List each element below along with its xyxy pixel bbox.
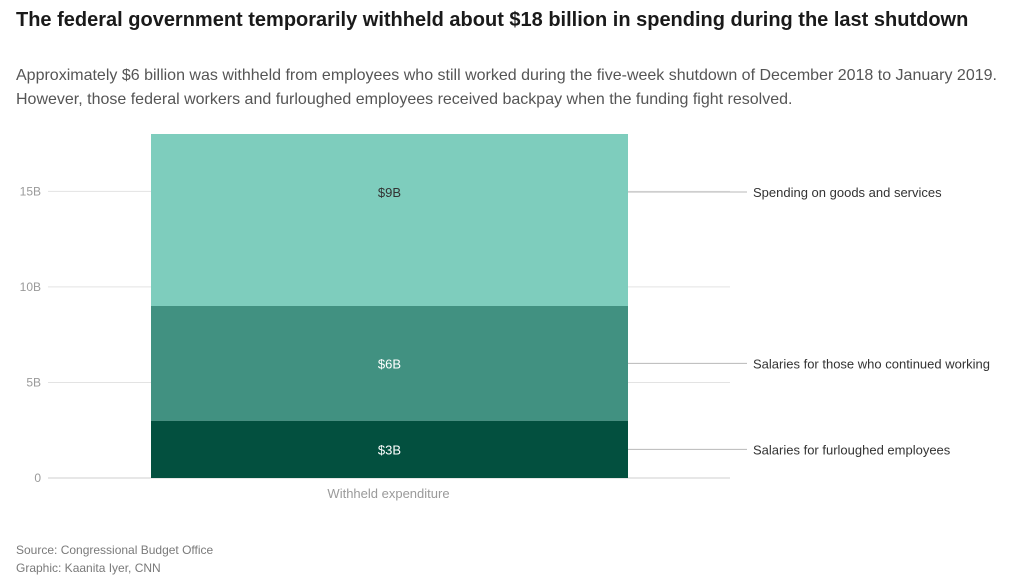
x-category-label: Withheld expenditure (327, 486, 449, 501)
data-label: $9B (378, 185, 401, 200)
bar-segment (151, 420, 628, 478)
series-label: Salaries for those who continued working (753, 356, 990, 371)
y-tick-label: 0 (34, 471, 41, 485)
graphic-credit: Graphic: Kaanita Iyer, CNN (16, 561, 161, 575)
y-tick-label: 10B (20, 280, 41, 294)
data-label: $6B (378, 356, 401, 371)
bar-segment (151, 306, 628, 421)
chart-title: The federal government temporarily withh… (16, 9, 969, 31)
data-label: $3B (378, 442, 401, 457)
chart-subtitle: Approximately $6 billion was withheld fr… (16, 67, 997, 108)
y-tick-label: 15B (20, 184, 41, 198)
bar-segment (151, 134, 628, 306)
source-note: Source: Congressional Budget Office (16, 543, 214, 557)
series-label: Spending on goods and services (753, 185, 942, 200)
y-tick-label: 5B (26, 375, 41, 389)
series-label: Salaries for furloughed employees (753, 442, 951, 457)
